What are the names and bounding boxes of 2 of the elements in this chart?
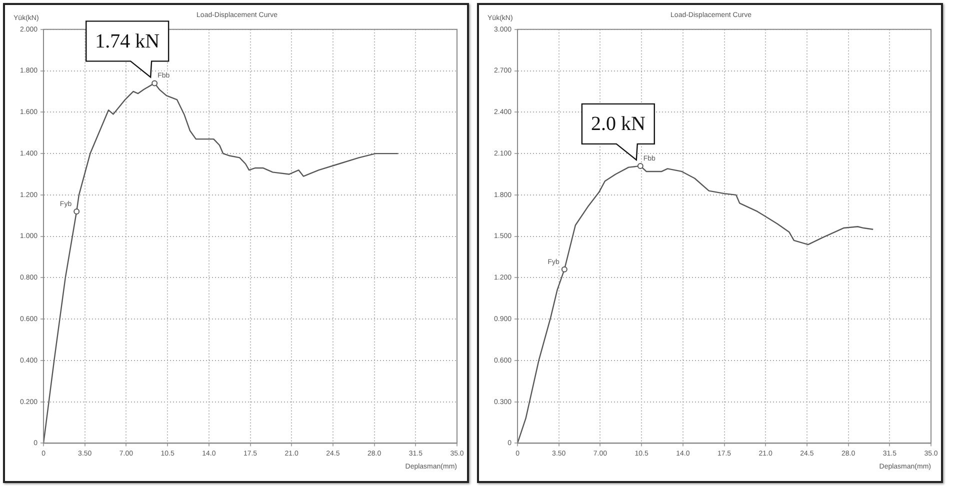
- annotation: 2.0 kN: [590, 113, 646, 136]
- annotation: 1.74 kN: [95, 30, 160, 52]
